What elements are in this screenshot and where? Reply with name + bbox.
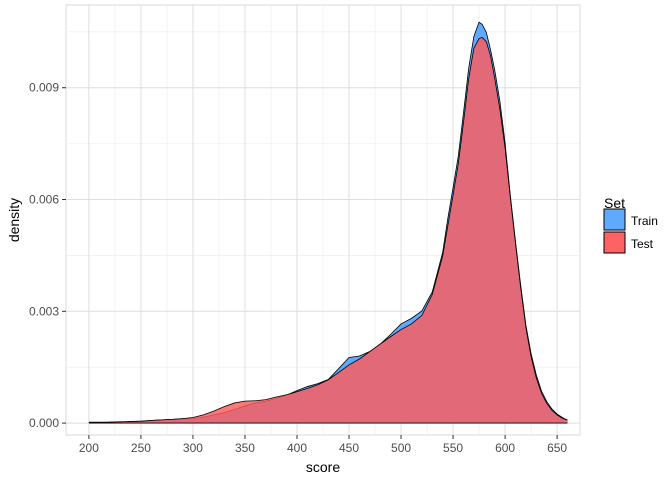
x-axis-title: score xyxy=(306,459,340,475)
x-tick-label: 650 xyxy=(547,441,567,455)
y-tick-label: 0.003 xyxy=(29,304,59,318)
plot-panel xyxy=(65,4,581,436)
density-outline-test xyxy=(88,36,568,423)
density-areas xyxy=(88,21,568,424)
y-tick-label: 0.000 xyxy=(29,416,59,430)
x-axis: 200 250 300 350 400 450 500 550 600 650 xyxy=(79,435,567,455)
x-tick-label: 500 xyxy=(391,441,411,455)
x-tick-label: 350 xyxy=(235,441,255,455)
y-axis-title: density xyxy=(6,198,22,242)
legend-title: Set xyxy=(604,195,625,211)
legend-key-test xyxy=(603,231,626,254)
legend: Set Train Test xyxy=(603,195,658,254)
x-tick-label: 250 xyxy=(131,441,151,455)
y-tick-label: 0.006 xyxy=(29,193,59,207)
density-area-test xyxy=(88,37,568,424)
legend-label-test: Test xyxy=(631,237,654,251)
x-tick-label: 600 xyxy=(495,441,515,455)
y-tick-label: 0.009 xyxy=(29,81,59,95)
legend-label-train: Train xyxy=(631,214,658,228)
y-axis: 0.000 0.003 0.006 0.009 xyxy=(29,81,66,430)
x-tick-label: 550 xyxy=(443,441,463,455)
x-tick-label: 200 xyxy=(79,441,99,455)
x-tick-label: 300 xyxy=(183,441,203,455)
x-tick-label: 450 xyxy=(339,441,359,455)
legend-key-train xyxy=(603,208,626,231)
x-tick-label: 400 xyxy=(287,441,307,455)
